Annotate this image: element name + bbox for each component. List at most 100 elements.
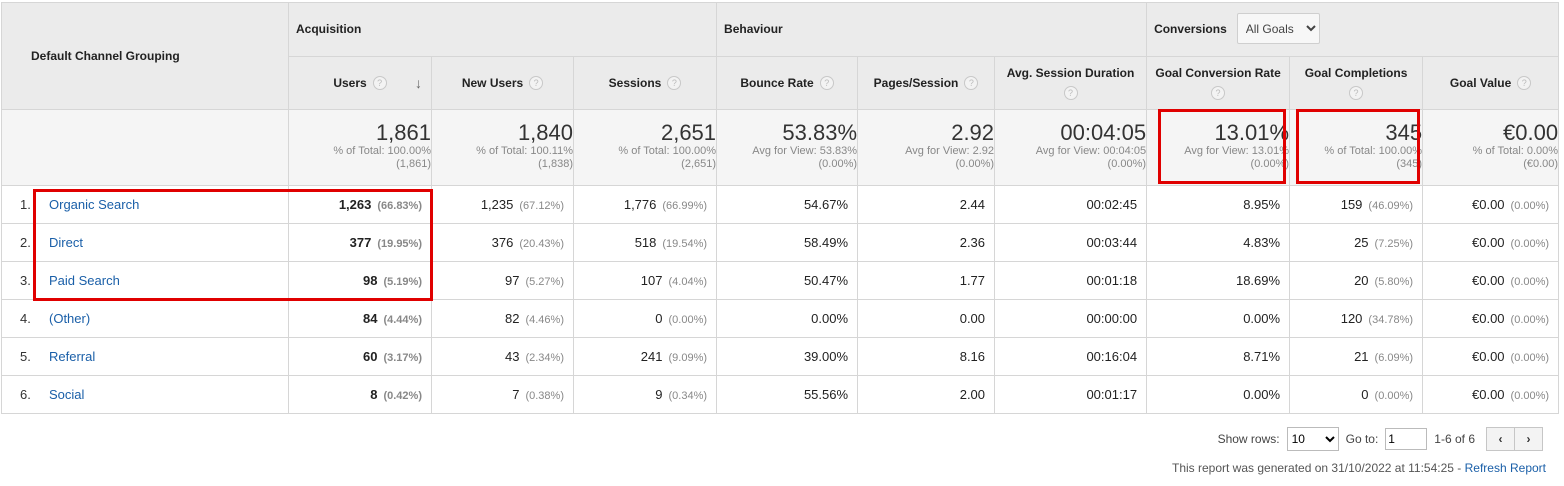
col-goal-value-label: Goal Value (1449, 75, 1512, 90)
total-value: 1,840 (517, 120, 573, 145)
conversions-label: Conversions (1154, 21, 1227, 36)
report-generated-note: This report was generated on 31/10/2022 … (1172, 461, 1546, 475)
goal-selector[interactable]: All Goals (1236, 13, 1320, 44)
col-users[interactable]: Users? ↓ (288, 56, 432, 110)
channel-link[interactable]: Direct (49, 235, 83, 250)
pages-session-cell: 0.00 (857, 299, 996, 338)
completions-pct: (6.09%) (1374, 352, 1414, 364)
completions-cell: 159 (46.09%) (1289, 185, 1424, 224)
sessions-cell: 518 (19.54%) (572, 223, 718, 262)
total-subtext: % of Total: 0.00% (1472, 145, 1559, 157)
channel-link[interactable]: Referral (49, 349, 96, 364)
help-icon[interactable]: ? (529, 76, 544, 91)
sessions-value: 241 (640, 349, 663, 364)
goal-value: €0.00 (1472, 197, 1505, 212)
new-users-pct: (20.43%) (519, 238, 564, 250)
users-value: 377 (349, 235, 372, 250)
dimension-header[interactable]: Default Channel Grouping (1, 2, 289, 110)
help-icon[interactable]: ? (1349, 86, 1364, 100)
pages-session-cell: 1.77 (857, 261, 996, 300)
col-pages-session[interactable]: Pages/Session? (857, 56, 996, 110)
users-cell: 98 (5.19%) (288, 261, 432, 300)
acquisition-label: Acquisition (296, 21, 362, 36)
behaviour-label: Behaviour (724, 21, 783, 36)
users-value: 1,263 (338, 197, 372, 212)
sessions-cell: 0 (0.00%) (572, 299, 718, 338)
bounce-rate-cell: 54.67% (716, 185, 859, 224)
duration-cell: 00:01:17 (994, 375, 1148, 414)
col-new-users[interactable]: New Users? (431, 56, 574, 110)
help-icon[interactable]: ? (1517, 76, 1532, 91)
total-subtext: (0.00%) (955, 158, 995, 170)
pages-session-cell: 8.16 (857, 337, 996, 376)
channel-link[interactable]: Social (49, 387, 85, 402)
pages-session-cell: 2.44 (857, 185, 996, 224)
col-goal-value[interactable]: Goal Value? (1422, 56, 1560, 110)
col-avg-session-duration[interactable]: Avg. Session Duration? (994, 56, 1148, 110)
total-subtext: Avg for View: 2.92 (905, 145, 995, 157)
chevron-right-icon[interactable]: › (1515, 427, 1543, 451)
totals-label-cell (1, 109, 289, 186)
help-icon[interactable]: ? (964, 76, 979, 91)
channel-link[interactable]: (Other) (49, 311, 91, 326)
page-nav-buttons: ‹ › (1486, 427, 1543, 451)
total-sessions: 2,651% of Total: 100.00% (2,651) (572, 109, 718, 186)
channel-link[interactable]: Paid Search (49, 273, 120, 288)
refresh-report-link[interactable]: Refresh Report (1464, 461, 1546, 475)
help-icon[interactable]: ? (1211, 86, 1226, 100)
goal-value-pct: (0.00%) (1510, 200, 1550, 212)
users-pct: (4.44%) (383, 314, 422, 326)
new-users-pct: (5.27%) (525, 276, 564, 288)
goal-value: €0.00 (1472, 311, 1505, 326)
channel-link[interactable]: Organic Search (49, 197, 140, 212)
goal-value: €0.00 (1472, 387, 1505, 402)
total-bounce-rate: 53.83% Avg for View: 53.83% (0.00%) (716, 109, 859, 186)
go-to-input[interactable] (1385, 428, 1428, 450)
total-subtext: (345) (1396, 158, 1423, 170)
total-value: 2,651 (660, 120, 717, 145)
bounce-rate-cell: 39.00% (716, 337, 859, 376)
new-users-cell: 7 (0.38%) (431, 375, 574, 414)
total-subtext: (0.00%) (1250, 158, 1290, 170)
col-goal-conversion-rate[interactable]: Goal Conversion Rate? (1146, 56, 1291, 110)
total-subtext: (2,651) (681, 158, 717, 170)
channel-cell: 6. Social (1, 375, 289, 414)
conv-rate-cell: 4.83% (1146, 223, 1291, 262)
conv-rate-cell: 8.95% (1146, 185, 1291, 224)
page-range-label: 1-6 of 6 (1434, 432, 1475, 446)
col-users-label: Users (333, 75, 367, 90)
table-row: 6. Social 8 (0.42%) 7 (0.38%) 9 (0.34%) 55.56% 2.… (1, 375, 1560, 414)
pages-session-cell: 2.00 (857, 375, 996, 414)
table-row: 4. (Other) 84 (4.44%) 82 (4.46%) 0 (0.00%) 0.00%… (1, 299, 1560, 338)
users-pct: (5.19%) (383, 276, 422, 288)
completions-pct: (34.78%) (1368, 314, 1414, 326)
goal-value-pct: (0.00%) (1510, 238, 1550, 250)
completions-pct: (0.00%) (1374, 390, 1414, 402)
total-users: 1,861% of Total: 100.00% (1,861) (288, 109, 432, 186)
goal-value: €0.00 (1472, 235, 1505, 250)
col-goal-completions[interactable]: Goal Completions? (1289, 56, 1424, 110)
conv-rate-cell: 0.00% (1146, 299, 1291, 338)
col-bounce-rate[interactable]: Bounce Rate? (716, 56, 859, 110)
goal-value-pct: (0.00%) (1510, 352, 1550, 364)
show-rows-select[interactable]: 10 (1286, 427, 1339, 451)
total-goal-completions: 345% of Total: 100.00% (345) (1289, 109, 1424, 186)
conv-rate-cell: 18.69% (1146, 261, 1291, 300)
help-icon[interactable]: ? (372, 76, 387, 91)
sort-descending-icon[interactable]: ↓ (415, 75, 422, 91)
chevron-left-icon[interactable]: ‹ (1486, 427, 1515, 451)
help-icon[interactable]: ? (819, 76, 834, 91)
total-value: €0.00 (1503, 120, 1559, 145)
row-rank: 4. (20, 311, 31, 326)
total-subtext: % of Total: 100.11% (476, 145, 573, 157)
total-subtext: (1,838) (538, 158, 573, 170)
col-sessions[interactable]: Sessions? (572, 56, 718, 110)
goal-value-cell: €0.00 (0.00%) (1422, 261, 1560, 300)
users-value: 60 (363, 349, 378, 364)
completions-pct: (5.80%) (1374, 276, 1414, 288)
show-rows-label: Show rows: (1217, 432, 1280, 446)
help-icon[interactable]: ? (667, 76, 682, 91)
completions-cell: 0 (0.00%) (1289, 375, 1424, 414)
sessions-cell: 241 (9.09%) (572, 337, 718, 376)
help-icon[interactable]: ? (1063, 86, 1078, 100)
